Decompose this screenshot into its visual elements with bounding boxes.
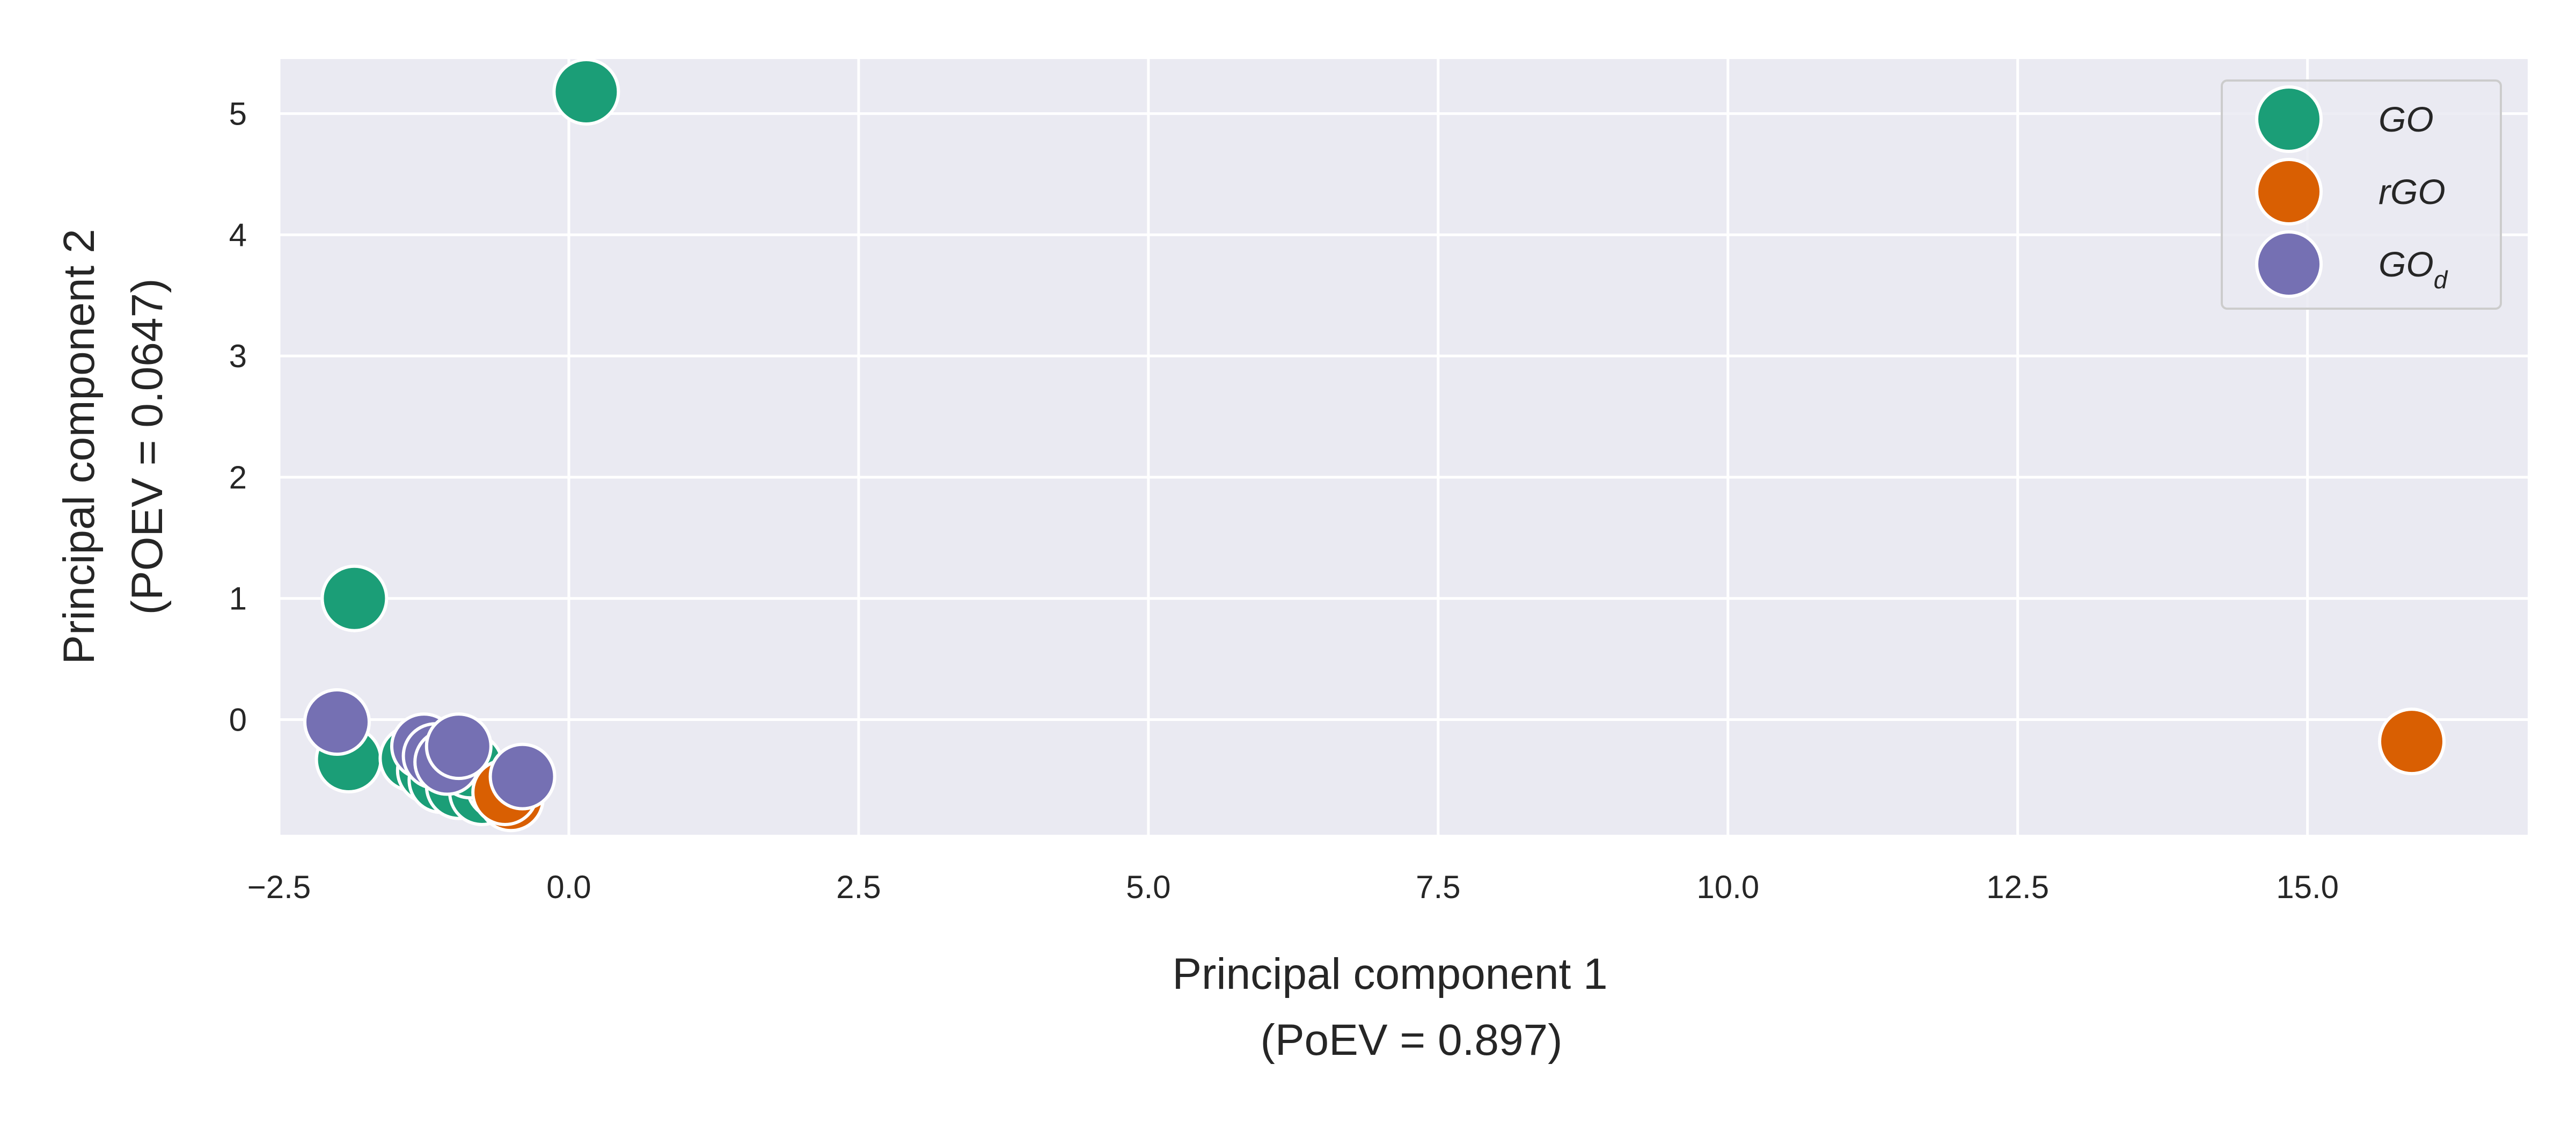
legend-label-god: GOd	[2379, 244, 2448, 294]
legend-marker-go	[2255, 85, 2323, 153]
y-tick-label: 3	[229, 338, 247, 374]
point-god	[303, 688, 371, 756]
x-tick-label: 10.0	[1696, 869, 1759, 905]
legend-label-god-subscript: d	[2434, 266, 2448, 294]
y-axis-title-line1: Principal component 2	[55, 229, 104, 664]
y-tick-label: 2	[229, 460, 247, 495]
x-axis-title-line1: Principal component 1	[1172, 950, 1607, 998]
legend-label-go: GO	[2379, 99, 2434, 139]
point-go	[320, 564, 389, 632]
legend-label-rgo: rGO	[2379, 172, 2446, 212]
legend: GO rGO GOd	[2221, 79, 2502, 310]
legend-marker-rgo	[2255, 158, 2323, 225]
x-tick-label: 7.5	[1416, 869, 1460, 905]
x-tick-label: 15.0	[2276, 869, 2339, 905]
y-tick-label: 5	[229, 96, 247, 132]
x-tick-label: −2.5	[247, 869, 311, 905]
point-go	[552, 57, 620, 126]
y-tick-label: 4	[229, 217, 247, 253]
data-points	[303, 57, 2446, 833]
x-axis-title-line2: (PoEV = 0.897)	[1261, 1016, 1563, 1065]
x-tick-label: 0.0	[546, 869, 591, 905]
legend-marker-god	[2255, 230, 2323, 298]
y-tick-labels: 0 1 2 3 4 5	[229, 96, 247, 738]
x-tick-label: 2.5	[836, 869, 881, 905]
plot-area	[279, 59, 2528, 835]
point-god	[425, 712, 493, 781]
y-tick-label: 0	[229, 702, 247, 738]
x-tick-label: 5.0	[1126, 869, 1170, 905]
x-tick-labels: −2.5 0.0 2.5 5.0 7.5 10.0 12.5 15.0	[247, 869, 2339, 905]
point-rgo	[2378, 708, 2446, 776]
y-axis-title-line2: (POEV = 0.0647)	[123, 279, 172, 615]
x-tick-label: 12.5	[1986, 869, 2049, 905]
y-tick-label: 1	[229, 581, 247, 617]
point-god	[488, 742, 557, 811]
